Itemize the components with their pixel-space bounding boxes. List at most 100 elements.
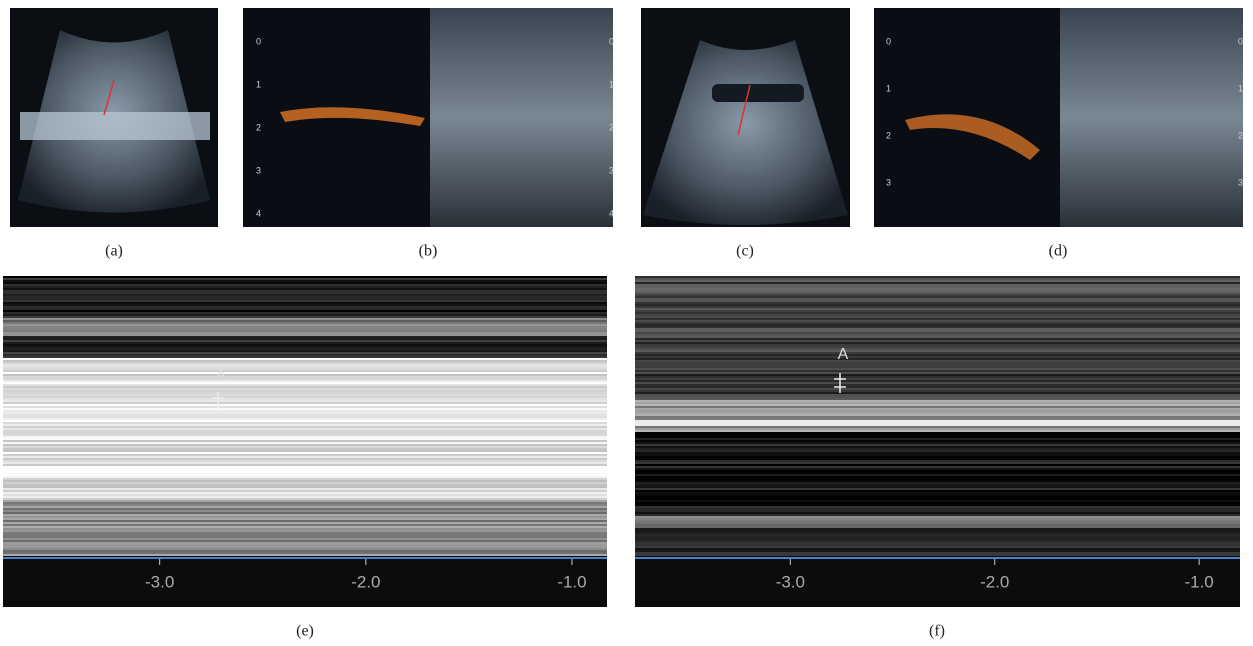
echo-stripe <box>3 398 607 400</box>
echo-stripe <box>3 542 607 544</box>
echo-stripe <box>635 292 1240 294</box>
echo-stripe <box>3 282 607 284</box>
echo-stripe <box>3 530 607 532</box>
echo-stripe <box>3 324 607 326</box>
echo-stripe <box>635 502 1240 504</box>
echo-stripe <box>635 312 1240 314</box>
echo-stripe <box>635 314 1240 316</box>
echo-stripe <box>3 552 607 554</box>
echo-stripe <box>3 356 607 358</box>
echo-stripe <box>635 346 1240 348</box>
depth-label: 1 <box>609 79 614 89</box>
echo-stripe <box>3 438 607 440</box>
echo-stripe <box>635 334 1240 336</box>
echo-stripe <box>635 390 1240 392</box>
echo-stripe <box>635 290 1240 292</box>
figure: -3.0-2.0-1.0A -3.0-2.0-1.0A (a)(b)(c)(d)… <box>0 0 1253 646</box>
echo-stripe <box>3 490 607 492</box>
panel-label: (c) <box>736 243 754 260</box>
depth-label: 3 <box>1238 177 1243 187</box>
echo-stripe <box>635 382 1240 384</box>
echo-stripe <box>635 528 1240 530</box>
echo-stripe <box>635 496 1240 498</box>
echo-stripe <box>3 516 607 518</box>
depth-label: 0 <box>609 36 614 46</box>
x-tick-label: -2.0 <box>351 572 380 591</box>
echo-stripe <box>3 358 607 360</box>
echo-stripe <box>3 294 607 296</box>
echo-stripe <box>3 478 607 480</box>
echo-stripe <box>3 342 607 344</box>
echo-stripe <box>635 416 1240 418</box>
echo-stripe <box>635 318 1240 320</box>
depth-label: 0 <box>256 36 261 46</box>
echo-stripe <box>3 276 607 278</box>
echo-stripe <box>3 482 607 484</box>
echo-stripe <box>3 416 607 418</box>
echo-stripe <box>3 430 607 432</box>
echo-stripe <box>635 468 1240 470</box>
echo-stripe <box>635 324 1240 326</box>
echo-stripe <box>635 494 1240 496</box>
echo-stripe <box>3 504 607 506</box>
echo-stripe <box>635 282 1240 284</box>
echo-stripe <box>3 546 607 548</box>
echo-stripe <box>635 420 1240 422</box>
echo-stripe <box>3 378 607 380</box>
echo-stripe <box>635 300 1240 302</box>
echo-stripe <box>3 376 607 378</box>
echo-stripe <box>635 448 1240 450</box>
echo-stripe <box>635 432 1240 434</box>
echo-stripe <box>3 352 607 354</box>
echo-stripe <box>3 362 607 364</box>
echo-stripe <box>3 484 607 486</box>
x-tick-label: -3.0 <box>776 572 805 591</box>
echo-stripe <box>3 454 607 456</box>
echo-stripe <box>635 492 1240 494</box>
echo-stripe <box>3 486 607 488</box>
echo-stripe <box>3 372 607 374</box>
echo-stripe <box>3 462 607 464</box>
echo-stripe <box>3 508 607 510</box>
echo-stripe <box>3 360 607 362</box>
echo-stripe <box>3 320 607 322</box>
echo-stripe <box>635 384 1240 386</box>
annotation: A <box>216 367 227 384</box>
echo-stripe <box>635 458 1240 460</box>
ultrasound-image <box>430 8 613 227</box>
echo-stripe <box>635 516 1240 518</box>
echo-stripe <box>635 476 1240 478</box>
echo-stripe <box>635 548 1240 550</box>
panel-label: (e) <box>296 623 314 640</box>
echo-stripe <box>3 308 607 310</box>
echo-stripe <box>3 350 607 352</box>
echo-stripe <box>3 548 607 550</box>
echo-stripe <box>635 486 1240 488</box>
echo-band <box>20 112 210 140</box>
echo-stripe <box>3 444 607 446</box>
depth-label: 1 <box>256 79 261 89</box>
x-tick-label: -3.0 <box>145 572 174 591</box>
echo-stripe <box>3 366 607 368</box>
echo-stripe <box>635 480 1240 482</box>
depth-label: 2 <box>1238 130 1243 140</box>
depth-label: 1 <box>1238 83 1243 93</box>
echo-stripe <box>3 498 607 500</box>
echo-stripe <box>3 400 607 402</box>
depth-label: 2 <box>256 122 261 132</box>
echo-stripe <box>635 336 1240 338</box>
echo-stripe <box>3 418 607 420</box>
echo-stripe <box>635 554 1240 556</box>
echo-stripe <box>3 414 607 416</box>
echo-stripe <box>635 422 1240 424</box>
echo-stripe <box>635 394 1240 396</box>
echo-stripe <box>3 392 607 394</box>
echo-stripe <box>635 368 1240 370</box>
echo-stripe <box>3 456 607 458</box>
echo-stripe <box>3 306 607 308</box>
echo-stripe <box>635 302 1240 304</box>
echo-stripe <box>635 478 1240 480</box>
echo-stripe <box>635 472 1240 474</box>
echo-stripe <box>635 532 1240 534</box>
echo-stripe <box>635 348 1240 350</box>
